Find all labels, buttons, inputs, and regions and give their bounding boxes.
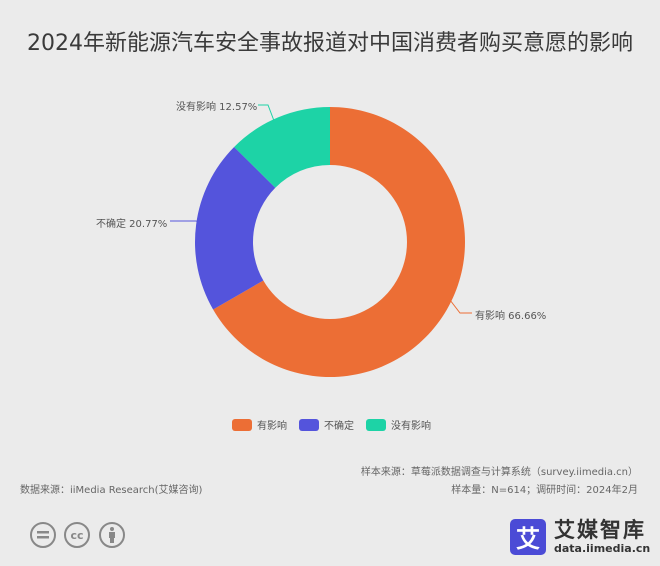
chart-title: 2024年新能源汽车安全事故报道对中国消费者购买意愿的影响 xyxy=(27,31,633,56)
leader-line-unsure xyxy=(170,220,207,224)
leader-line-no xyxy=(258,104,277,127)
cc-icon: cc xyxy=(64,522,90,548)
donut-slice-1[interactable] xyxy=(195,146,276,310)
sample-source: 样本来源：草莓派数据调查与计算系统（survey.iimedia.cn） xyxy=(360,467,638,478)
logo-mark: 艾 xyxy=(510,518,546,555)
sample-info: 样本量：N=614；调研时间：2024年2月 xyxy=(451,485,638,496)
legend-item-yes[interactable]: 有影响 xyxy=(232,417,287,432)
legend-swatch-blue xyxy=(299,418,319,431)
legend: 有影响 不确定 没有影响 xyxy=(232,417,443,432)
legend-label: 不确定 xyxy=(324,421,354,432)
legend-label: 没有影响 xyxy=(391,421,431,432)
slice-label-no: 没有影响 12.57% xyxy=(176,102,258,113)
logo-url: data.iimedia.cn xyxy=(554,542,651,555)
leader-line-yes xyxy=(449,299,472,314)
donut-slice-2[interactable] xyxy=(234,107,330,188)
by-icon xyxy=(99,522,125,548)
legend-swatch-teal xyxy=(366,418,386,431)
donut-slice-0[interactable] xyxy=(213,107,465,377)
logo-name: 艾媒智库 xyxy=(554,518,646,542)
data-source: 数据来源：iiMedia Research(艾媒咨询) xyxy=(20,485,203,496)
legend-label: 有影响 xyxy=(257,421,287,432)
legend-item-unsure[interactable]: 不确定 xyxy=(299,417,354,432)
brand-logo: 艾 艾媒智库 data.iimedia.cn xyxy=(510,518,650,555)
legend-swatch-orange xyxy=(232,418,252,431)
legend-item-no[interactable]: 没有影响 xyxy=(366,417,431,432)
slice-label-yes: 有影响 66.66% xyxy=(475,311,547,322)
nd-icon xyxy=(30,522,56,548)
slice-label-unsure: 不确定 20.77% xyxy=(96,219,168,230)
